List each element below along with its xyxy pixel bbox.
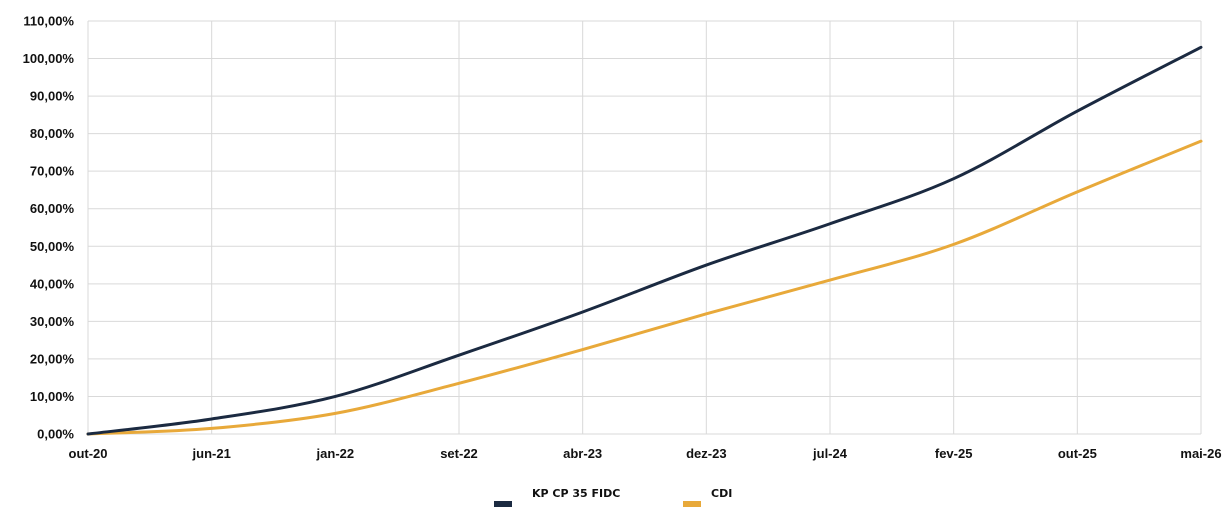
x-tick-label: jan-22: [316, 446, 355, 461]
series-layer: [86, 45, 1203, 436]
x-tick-label: dez-23: [686, 446, 726, 461]
series-line-kp-cp-35-fidc: [86, 45, 1203, 436]
y-tick-label: 0,00%: [37, 427, 74, 442]
legend: KP CP 35 FIDC CDI: [494, 487, 732, 507]
y-tick-label: 60,00%: [30, 201, 75, 216]
y-axis: 0,00% 10,00% 20,00% 30,00% 40,00% 50,00% 60,00…: [23, 14, 75, 442]
grid-layer: [87, 20, 1202, 435]
y-tick-label: 50,00%: [30, 239, 75, 254]
y-tick-label: 10,00%: [30, 389, 75, 404]
legend-swatch: [494, 501, 512, 507]
y-tick-label: 30,00%: [30, 314, 75, 329]
x-tick-label: jul-24: [812, 446, 848, 461]
x-tick-label: mai-26: [1180, 446, 1221, 461]
legend-swatch: [683, 501, 701, 507]
x-tick-label: fev-25: [935, 446, 973, 461]
y-tick-label: 110,00%: [23, 14, 74, 29]
x-axis: out-20 jun-21 jan-22 set-22 abr-23 dez-23 jul-…: [69, 446, 1222, 461]
series-line-cdi: [86, 139, 1203, 436]
x-tick-label: out-20: [69, 446, 108, 461]
legend-label: KP CP 35 FIDC: [532, 487, 620, 500]
y-tick-label: 20,00%: [30, 351, 75, 366]
y-tick-label: 100,00%: [23, 51, 75, 66]
x-tick-label: set-22: [440, 446, 478, 461]
y-tick-label: 80,00%: [30, 126, 75, 141]
x-tick-label: abr-23: [563, 446, 602, 461]
legend-label: CDI: [711, 487, 732, 500]
y-tick-label: 90,00%: [30, 89, 75, 104]
y-tick-label: 40,00%: [30, 276, 75, 291]
x-tick-label: out-25: [1058, 446, 1097, 461]
x-tick-label: jun-21: [192, 446, 231, 461]
y-tick-label: 70,00%: [30, 164, 75, 179]
